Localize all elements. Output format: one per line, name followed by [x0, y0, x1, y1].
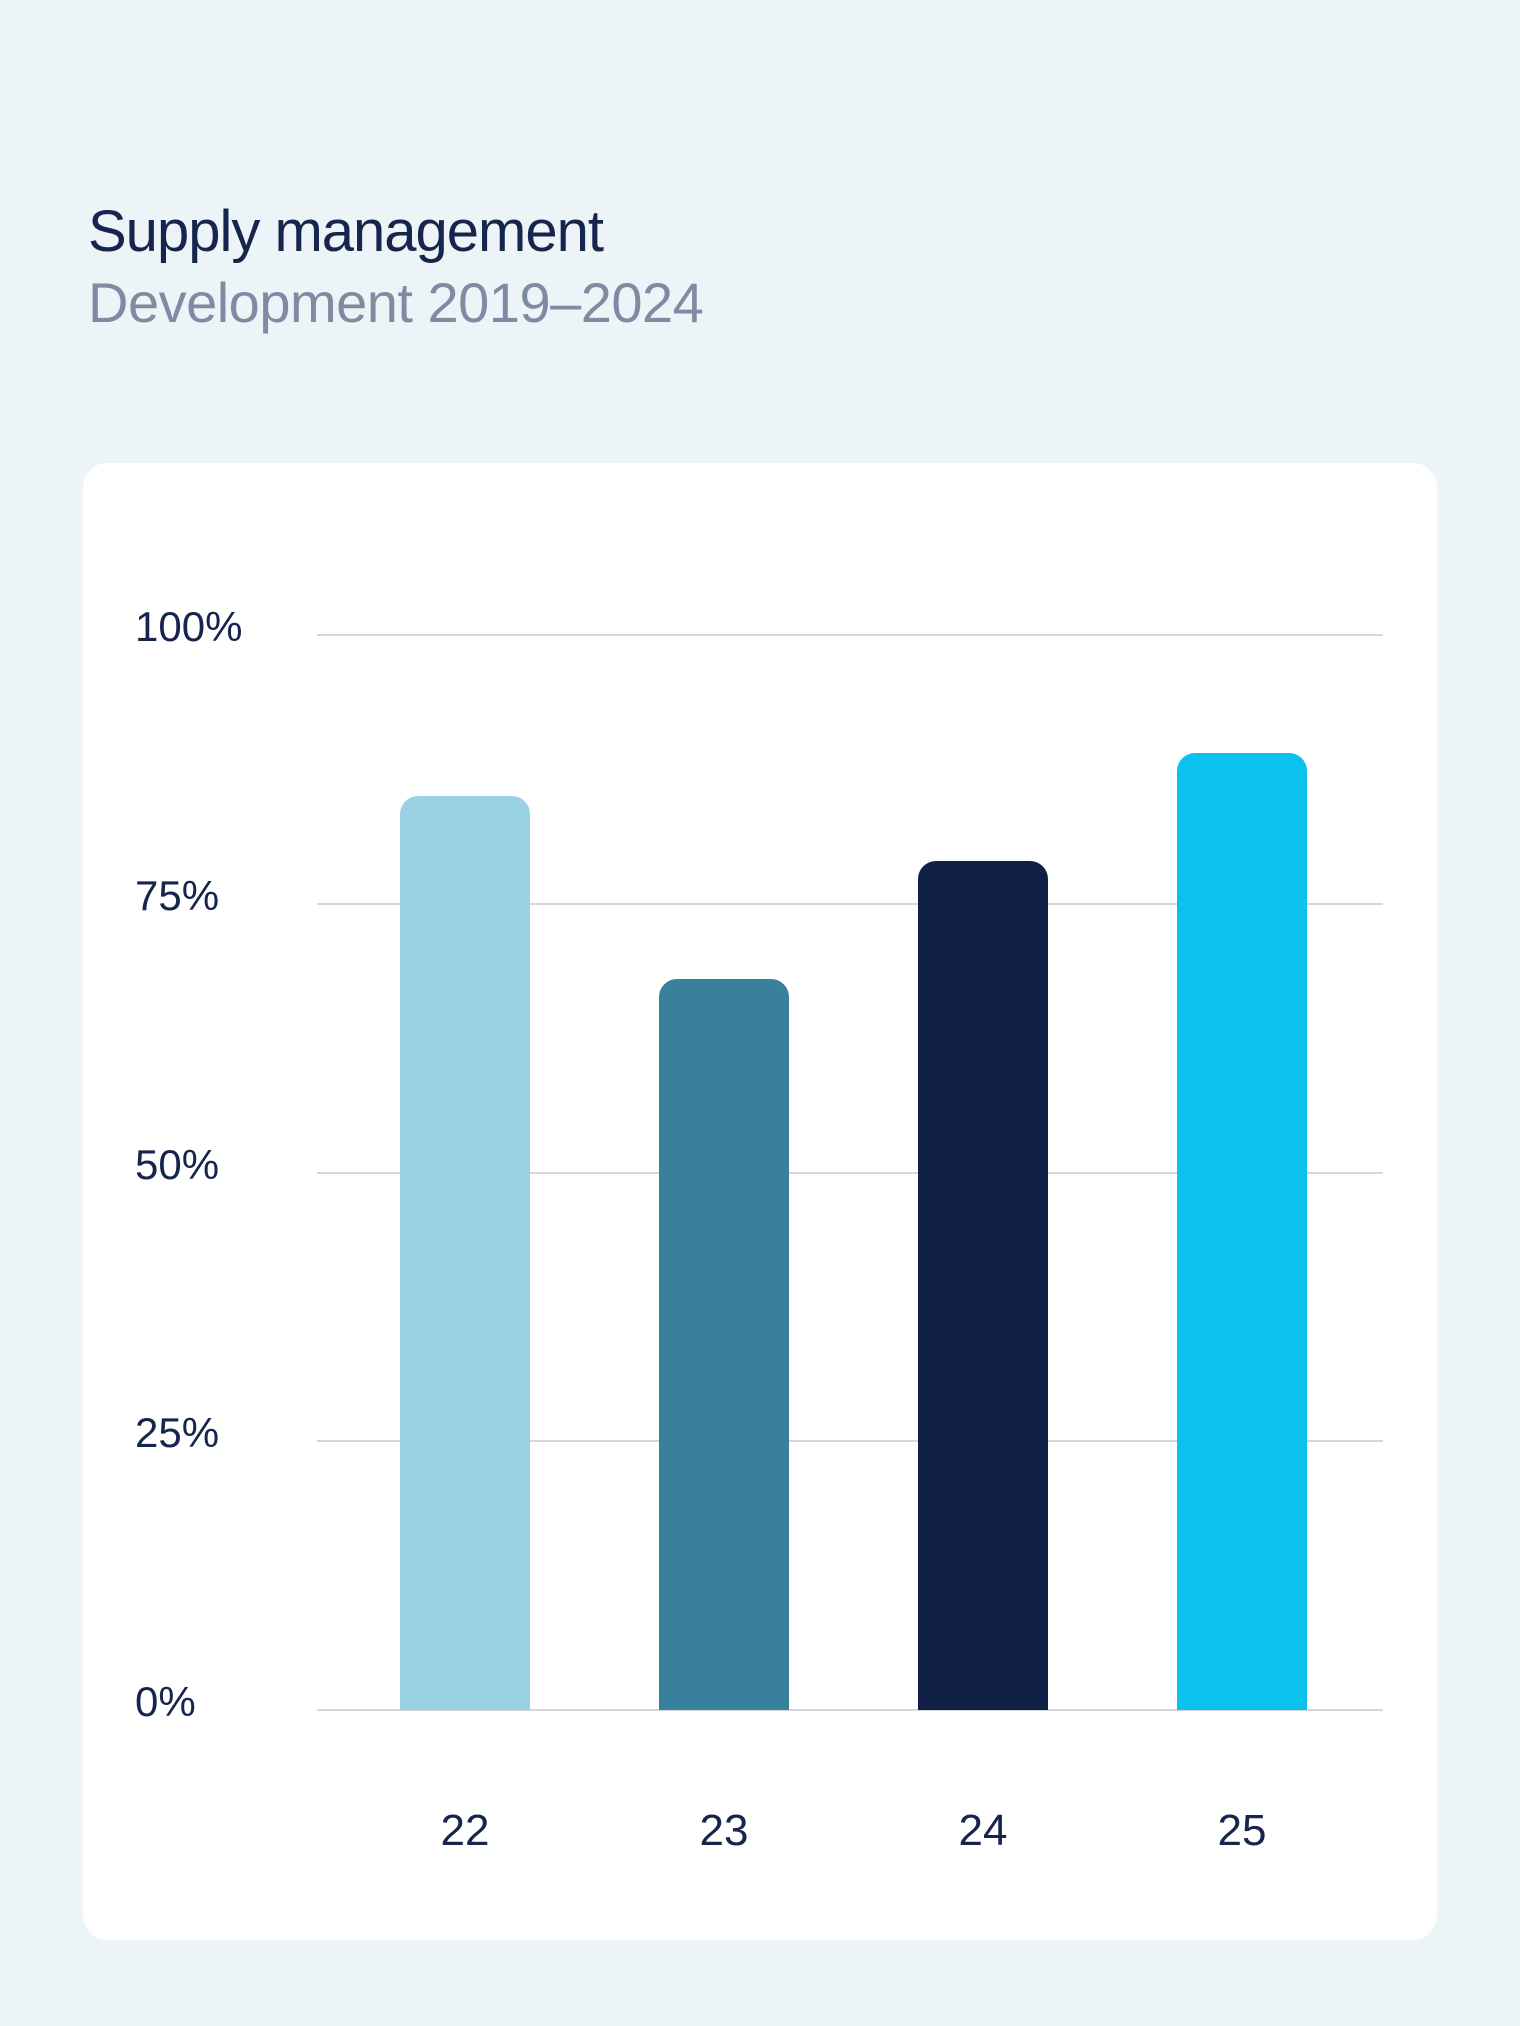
- gridline: [317, 634, 1383, 636]
- x-tick-label: 25: [1217, 1806, 1267, 1855]
- bar-25: [1177, 753, 1307, 1710]
- x-tick-label: 22: [440, 1806, 490, 1855]
- gridline: [317, 1440, 1383, 1443]
- y-tick-label: 75%: [135, 871, 220, 919]
- bar-23: [659, 979, 789, 1710]
- chart-card: 100% 75% 50% 25% 0% 22 23 24 25: [83, 463, 1437, 1940]
- chart-header: Supply management Development 2019–2024: [88, 196, 704, 336]
- x-tick-label: 24: [958, 1806, 1008, 1855]
- bar-22: [400, 796, 530, 1710]
- gridline: [317, 1709, 1383, 1711]
- y-tick-label: 50%: [135, 1140, 220, 1188]
- x-tick-label: 23: [699, 1806, 749, 1855]
- gridline: [317, 902, 1383, 905]
- page-title: Supply management: [88, 199, 604, 264]
- page-subtitle: Development 2019–2024: [88, 270, 704, 334]
- y-tick-label: 100%: [135, 603, 243, 650]
- gridline: [317, 1171, 1383, 1174]
- y-tick-label: 25%: [135, 1409, 220, 1457]
- x-axis-labels: 22 23 24 25: [83, 1805, 1437, 1865]
- bar-24: [918, 860, 1048, 1710]
- y-tick-label: 0%: [135, 1678, 196, 1725]
- plot-area: [317, 634, 1383, 1711]
